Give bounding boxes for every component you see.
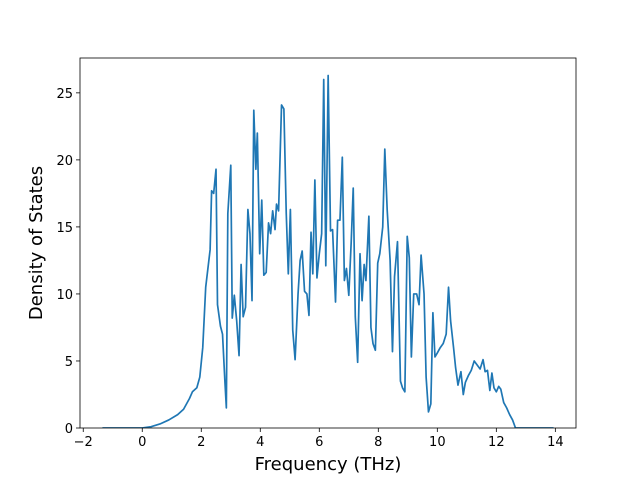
x-tick-label: 4 [256,435,264,450]
y-axis-label: Density of States [26,166,47,320]
x-tick-label: 0 [138,435,146,450]
dos-line [102,74,554,428]
x-tick-label: 14 [547,435,564,450]
x-tick-label: −2 [74,435,93,450]
y-tick-label: 0 [65,422,73,437]
y-tick-label: 5 [65,355,73,370]
x-axis-label: Frequency (THz) [255,454,402,475]
y-tick-label: 20 [56,154,73,169]
y-tick-label: 15 [56,221,73,236]
x-tick-label: 2 [197,435,205,450]
x-tick-label: 10 [429,435,446,450]
y-tick-label: 25 [56,87,73,102]
x-tick-label: 12 [488,435,505,450]
plot-frame [79,57,577,429]
x-tick-label: 6 [315,435,323,450]
y-tick-label: 10 [56,288,73,303]
x-tick-label: 8 [374,435,382,450]
